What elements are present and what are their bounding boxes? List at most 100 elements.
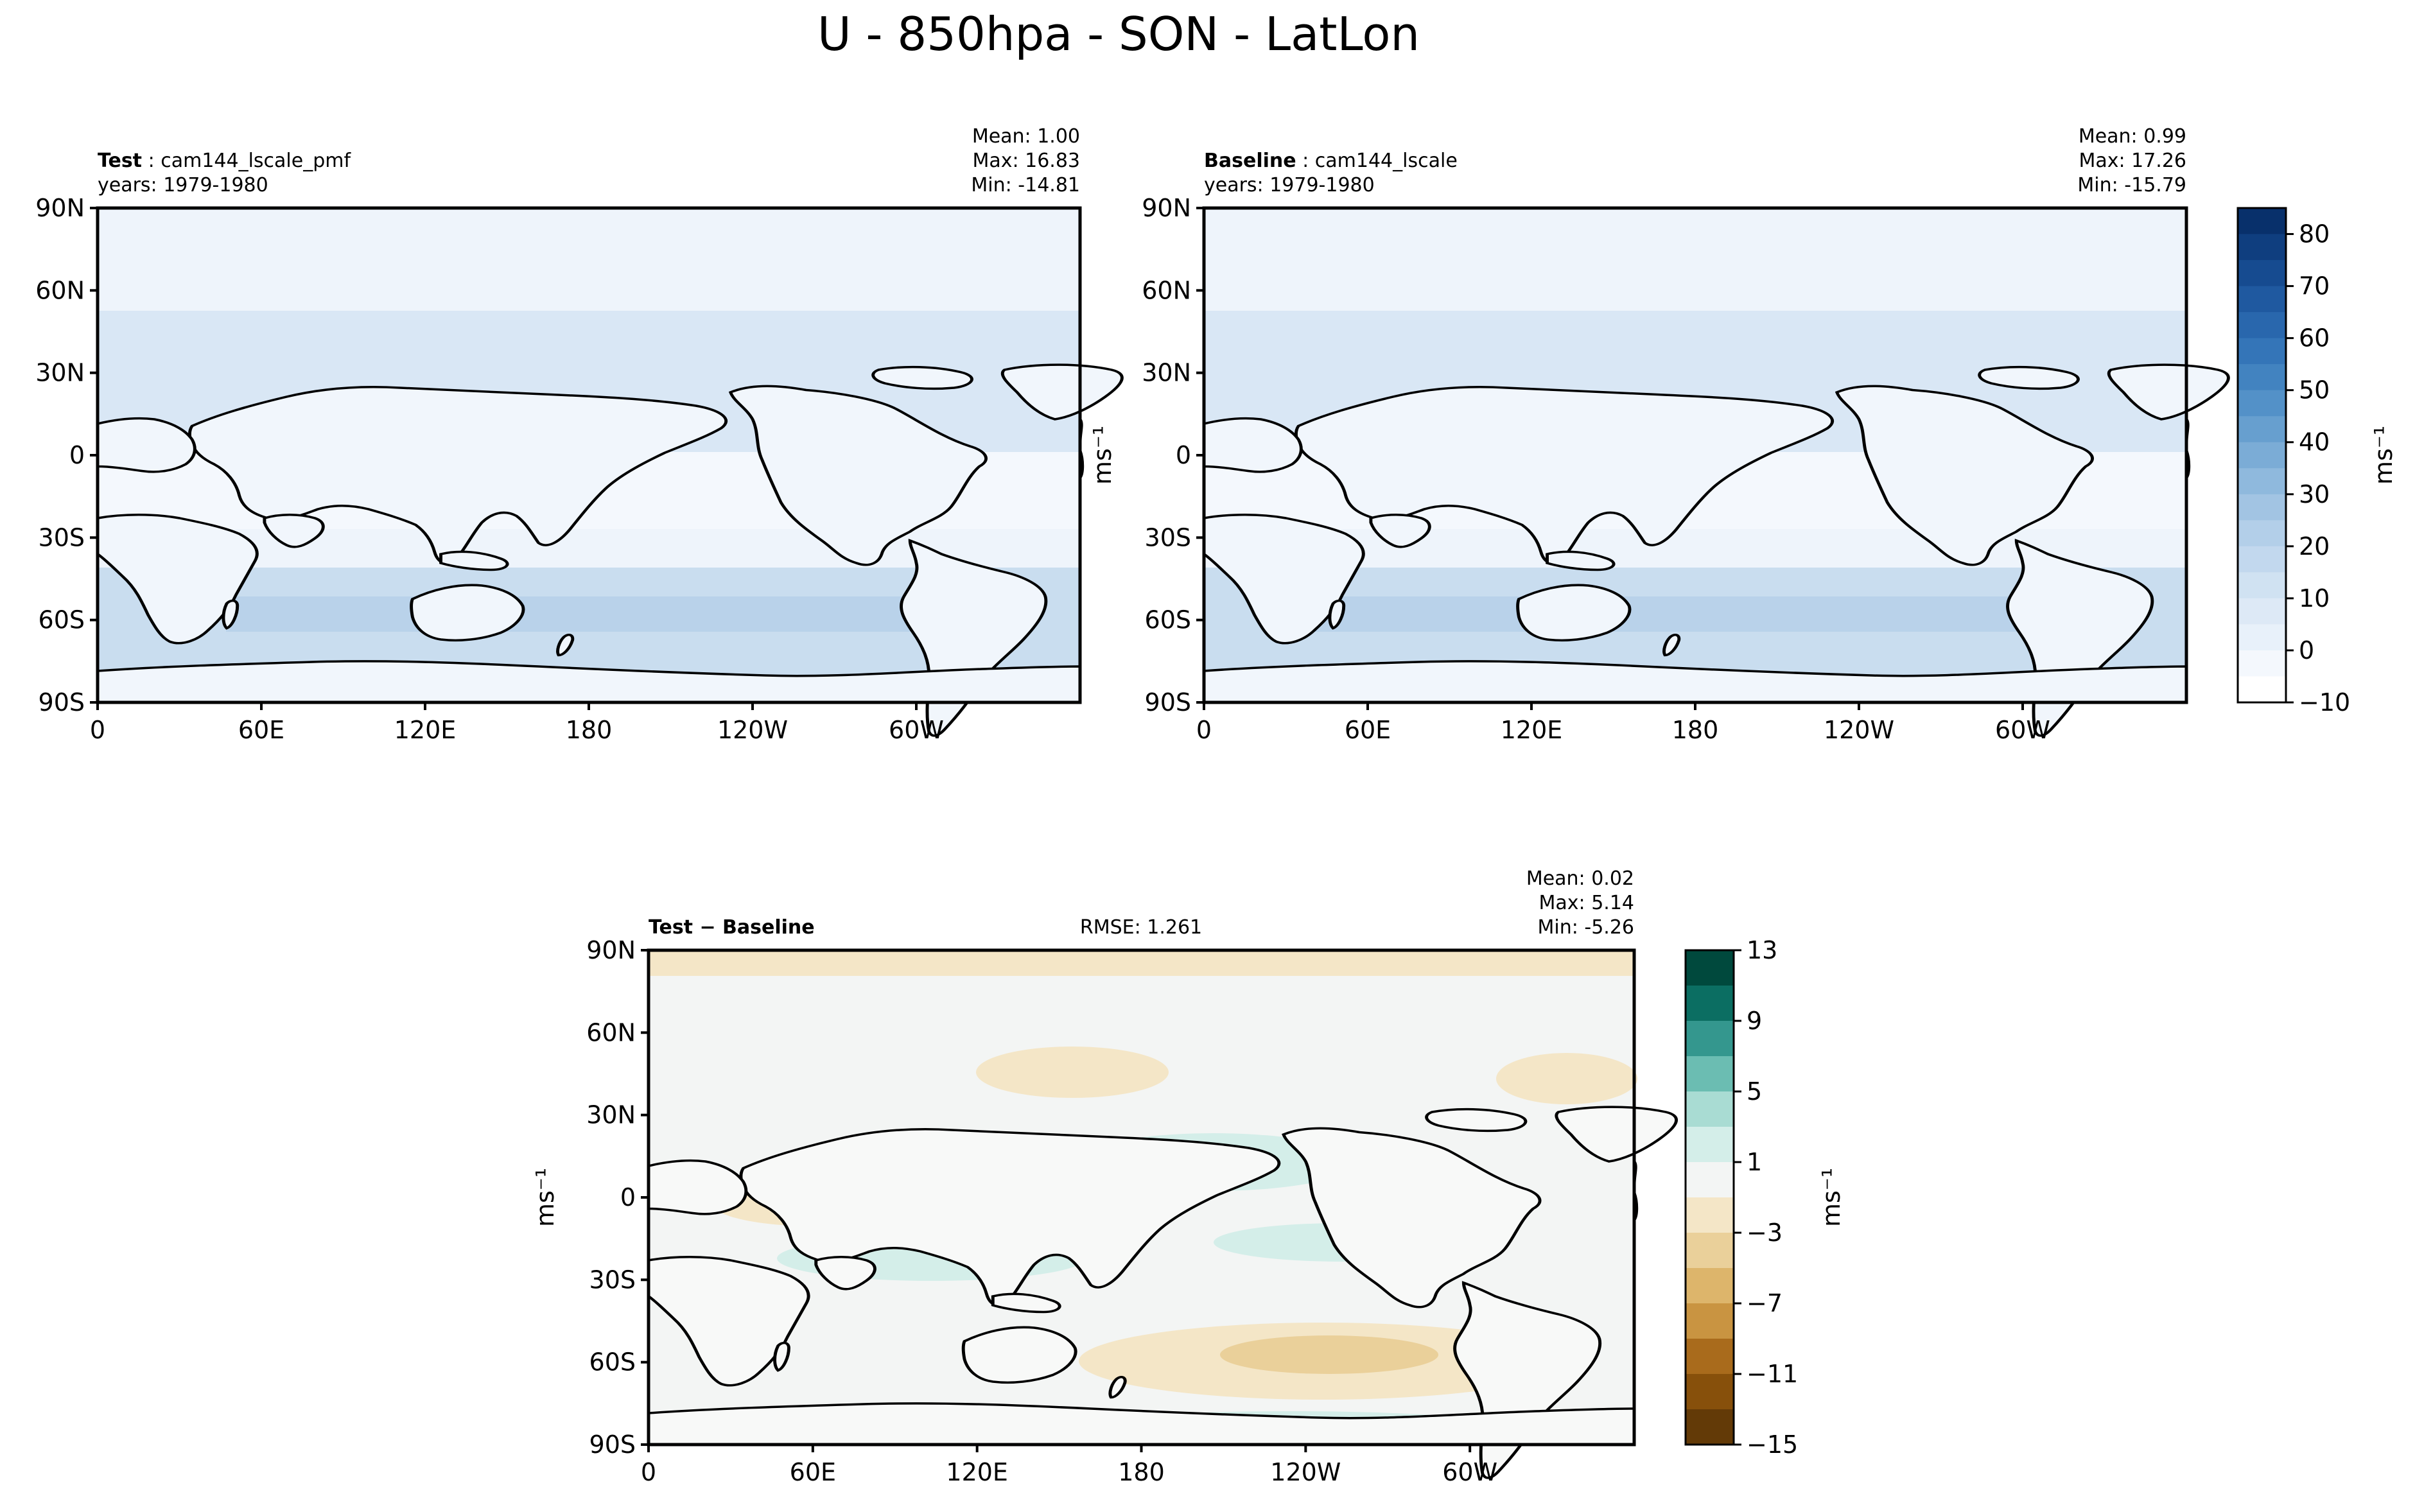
diff-lat-tick-label: 60S: [589, 1348, 636, 1377]
diff-panel-ylabel: ms⁻¹: [531, 1168, 559, 1227]
field-colorbar-tick-label: 50: [2299, 376, 2330, 404]
test-lon-tick-label: 0: [90, 716, 105, 744]
diff-map: [647, 948, 1677, 1478]
baseline-lon-tick-label: 180: [1672, 716, 1719, 744]
test-panel-years: years: 1979-1980: [98, 174, 268, 196]
diff-band-arctic: [649, 950, 1634, 976]
field-colorbar-tick-label: 80: [2299, 220, 2330, 248]
diff-colorbar-tick-label: 5: [1747, 1077, 1762, 1106]
diff-lat-tick-label: 60N: [586, 1018, 636, 1047]
field-colorbar-segment: [2238, 546, 2286, 573]
diff-panel-mean: Mean: 0.02: [1526, 867, 1634, 890]
diff-colorbar-tick-label: 9: [1747, 1007, 1762, 1035]
baseline-panel: Baseline : cam144_lscale years: 1979-198…: [1202, 125, 2228, 736]
field-colorbar-segment: [2238, 416, 2286, 443]
diff-colorbar-segment: [1686, 1409, 1734, 1445]
baseline-lon-tick-label: 0: [1196, 716, 1212, 744]
test-panel-min: Min: -14.81: [971, 174, 1080, 196]
test-panel-label-bold: Test: [98, 150, 142, 172]
diff-patch-8: [1220, 1335, 1438, 1374]
diff-colorbar-tick-label: 1: [1747, 1148, 1762, 1176]
field-colorbar-tick-label: 20: [2299, 532, 2330, 560]
baseline-panel-label-bold: Baseline: [1204, 150, 1296, 172]
baseline-lon-tick-label: 120W: [1824, 716, 1894, 744]
field-colorbar-segment: [2238, 598, 2286, 625]
diff-colorbar-segment: [1686, 1339, 1734, 1375]
field-colorbar-segment: [2238, 338, 2286, 365]
field-colorbar-segment: [2238, 572, 2286, 599]
diff-colorbar-segment: [1686, 1374, 1734, 1410]
field-colorbar-segment: [2238, 468, 2286, 495]
diff-panel-min: Min: -5.26: [1538, 916, 1635, 939]
baseline-lon-tick-label: 60E: [1345, 716, 1391, 744]
test-lat-tick-label: 30S: [39, 523, 85, 552]
field-colorbar-segment: [2238, 286, 2286, 313]
diff-colorbar-tick-label: −11: [1747, 1360, 1798, 1388]
field-colorbar: −10 0 10 20 30 40 50 60 70 80: [2236, 207, 2350, 717]
field-colorbar-tick-label: 40: [2299, 428, 2330, 456]
field-colorbar-tick-label: 0: [2299, 636, 2314, 665]
test-panel: Test : cam144_lscale_pmf years: 1979-198…: [96, 125, 1122, 736]
baseline-lat-tick-label: 90S: [1145, 688, 1191, 717]
field-colorbar-segment: [2238, 390, 2286, 417]
diff-lat-tick-label: 30S: [589, 1265, 636, 1294]
baseline-map: [1202, 206, 2228, 736]
field-colorbar-label: ms⁻¹: [2369, 426, 2398, 485]
baseline-band-sh-jet: [1300, 596, 2103, 632]
diff-colorbar-segment: [1686, 1127, 1734, 1163]
field-colorbar-tick-label: −10: [2299, 688, 2350, 717]
baseline-lat-tick-label: 0: [1176, 441, 1191, 469]
field-colorbar-segment: [2238, 624, 2286, 651]
baseline-lat-tick-label: 60N: [1142, 276, 1191, 304]
diff-colorbar-segment: [1686, 1233, 1734, 1269]
diff-panel-rmse: RMSE: 1.261: [1080, 916, 1202, 939]
field-colorbar-segment: [2238, 494, 2286, 521]
test-panel-max: Max: 16.83: [972, 150, 1080, 172]
test-panel-ylabel: ms⁻¹: [1088, 426, 1117, 485]
diff-patch-2: [1496, 1053, 1637, 1104]
diff-lat-tick-label: 90N: [586, 936, 636, 964]
diff-colorbar-frame: [1684, 949, 1735, 1446]
diff-colorbar-segment: [1686, 1303, 1734, 1339]
diff-colorbar-tick-label: −15: [1747, 1430, 1798, 1459]
diff-lon-tick-label: 180: [1118, 1458, 1165, 1486]
field-colorbar-frame: [2236, 207, 2287, 704]
test-lon-tick-label: 180: [566, 716, 613, 744]
test-band-sh-jet: [226, 596, 997, 632]
baseline-lon-tick-label: 60W: [1995, 716, 2050, 744]
diff-lon-tick-label: 0: [641, 1458, 656, 1486]
diff-lon-tick-label: 60E: [790, 1458, 836, 1486]
baseline-lat-tick-label: 30N: [1142, 359, 1191, 387]
diff-panel-label: Test − Baseline: [649, 916, 815, 939]
baseline-panel-label-text: cam144_lscale: [1315, 150, 1458, 172]
diff-colorbar-tick-label: −7: [1747, 1289, 1783, 1317]
diff-colorbar-segment: [1686, 950, 1734, 986]
diff-lon-tick-label: 120W: [1270, 1458, 1341, 1486]
baseline-panel-min: Min: -15.79: [2077, 174, 2186, 196]
test-lat-tick-label: 60N: [35, 276, 85, 304]
diff-lon-tick-label: 60W: [1442, 1458, 1497, 1486]
diff-colorbar-tick-label: −3: [1747, 1219, 1783, 1247]
field-colorbar-segment: [2238, 364, 2286, 391]
diff-colorbar-tick-label: 13: [1747, 936, 1777, 964]
diff-lon-tick-label: 120E: [946, 1458, 1008, 1486]
field-colorbar-segment: [2238, 650, 2286, 677]
field-colorbar-segment: [2238, 520, 2286, 547]
diff-colorbar-segment: [1686, 1162, 1734, 1198]
test-lat-tick-label: 30N: [35, 359, 85, 387]
test-panel-label: Test : cam144_lscale_pmf: [98, 150, 351, 172]
field-colorbar-segment: [2238, 260, 2286, 287]
diff-colorbar-segment: [1686, 1197, 1734, 1233]
diff-colorbar-segment: [1686, 1021, 1734, 1057]
test-lat-tick-label: 60S: [39, 606, 85, 634]
baseline-lon-tick-label: 120E: [1501, 716, 1563, 744]
test-panel-label-text: cam144_lscale_pmf: [161, 150, 351, 172]
field-colorbar-tick-label: 70: [2299, 272, 2330, 300]
test-panel-label-sep: :: [142, 150, 161, 172]
test-map: [96, 206, 1122, 736]
diff-panel-max: Max: 5.14: [1539, 892, 1634, 914]
test-lon-tick-label: 120E: [394, 716, 457, 744]
field-colorbar-tick-label: 60: [2299, 324, 2330, 352]
test-lon-tick-label: 120W: [717, 716, 788, 744]
